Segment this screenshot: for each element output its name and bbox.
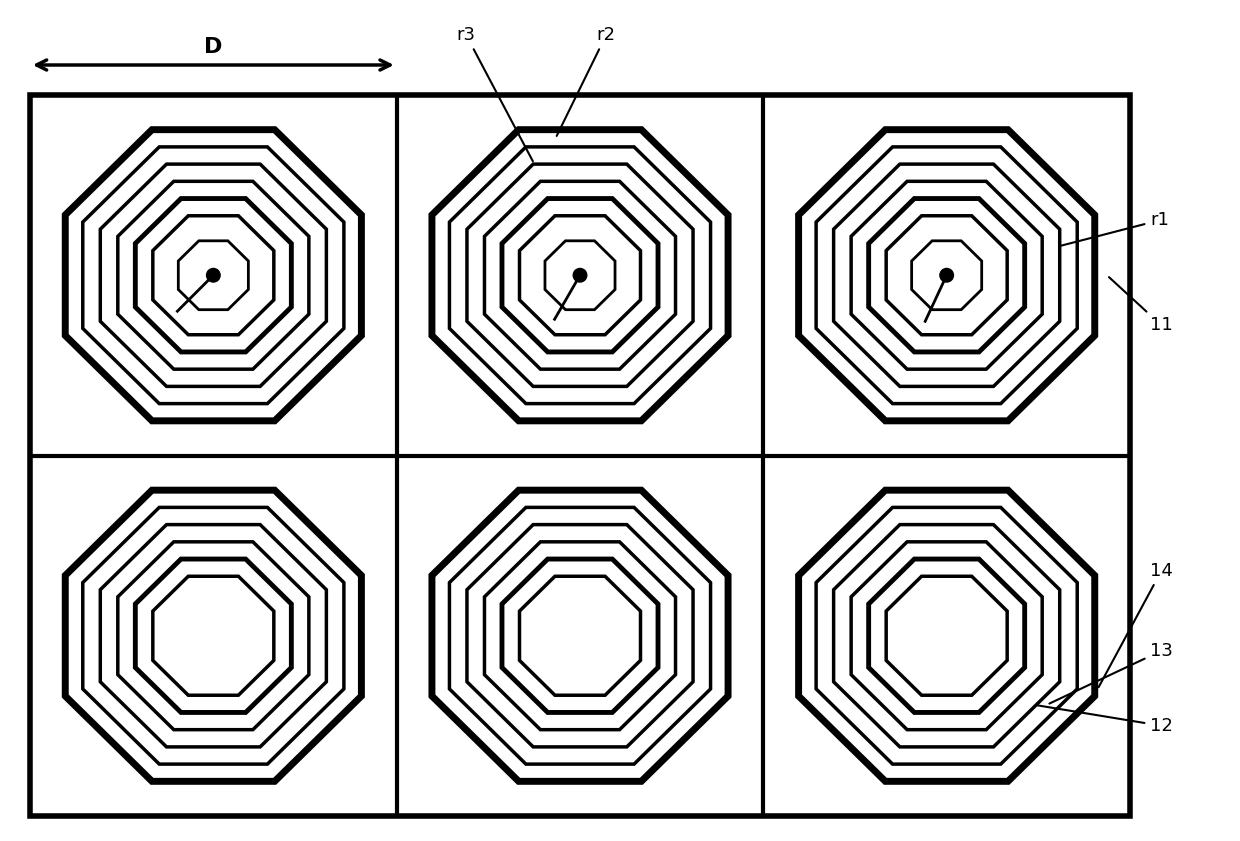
Polygon shape (100, 525, 326, 747)
Polygon shape (869, 559, 1024, 712)
Polygon shape (66, 490, 361, 781)
Polygon shape (816, 507, 1078, 764)
Polygon shape (432, 130, 728, 420)
Polygon shape (135, 559, 291, 712)
Polygon shape (153, 576, 274, 696)
Polygon shape (467, 525, 693, 747)
Polygon shape (502, 559, 658, 712)
Polygon shape (869, 198, 1024, 352)
Text: 13: 13 (1049, 642, 1173, 704)
Text: 14: 14 (1099, 562, 1173, 687)
Polygon shape (851, 182, 1042, 369)
Polygon shape (467, 164, 693, 386)
Polygon shape (544, 241, 615, 309)
Text: 12: 12 (1003, 700, 1173, 735)
Polygon shape (135, 198, 291, 352)
Polygon shape (833, 164, 1060, 386)
Polygon shape (153, 216, 274, 335)
Circle shape (940, 268, 954, 282)
Polygon shape (887, 576, 1007, 696)
Polygon shape (100, 164, 326, 386)
Polygon shape (485, 542, 676, 730)
Polygon shape (520, 576, 641, 696)
Polygon shape (816, 147, 1078, 404)
Polygon shape (118, 542, 309, 730)
Text: r3: r3 (456, 26, 533, 161)
Polygon shape (449, 147, 711, 404)
Circle shape (573, 268, 587, 282)
Polygon shape (520, 216, 641, 335)
Polygon shape (502, 198, 658, 352)
Polygon shape (83, 147, 343, 404)
Polygon shape (449, 507, 711, 764)
Polygon shape (83, 507, 343, 764)
Polygon shape (887, 216, 1007, 335)
Polygon shape (432, 490, 728, 781)
Text: r2: r2 (557, 26, 616, 136)
Polygon shape (485, 182, 676, 369)
Polygon shape (179, 241, 248, 309)
Polygon shape (66, 130, 361, 420)
Polygon shape (799, 490, 1095, 781)
Polygon shape (833, 525, 1060, 747)
Polygon shape (851, 542, 1042, 730)
Circle shape (207, 268, 221, 282)
Bar (30, 95, 1130, 816)
Text: r1: r1 (950, 211, 1169, 274)
Polygon shape (911, 241, 982, 309)
Text: D: D (205, 37, 222, 57)
Text: 11: 11 (1109, 278, 1173, 334)
Polygon shape (118, 182, 309, 369)
Polygon shape (799, 130, 1095, 420)
